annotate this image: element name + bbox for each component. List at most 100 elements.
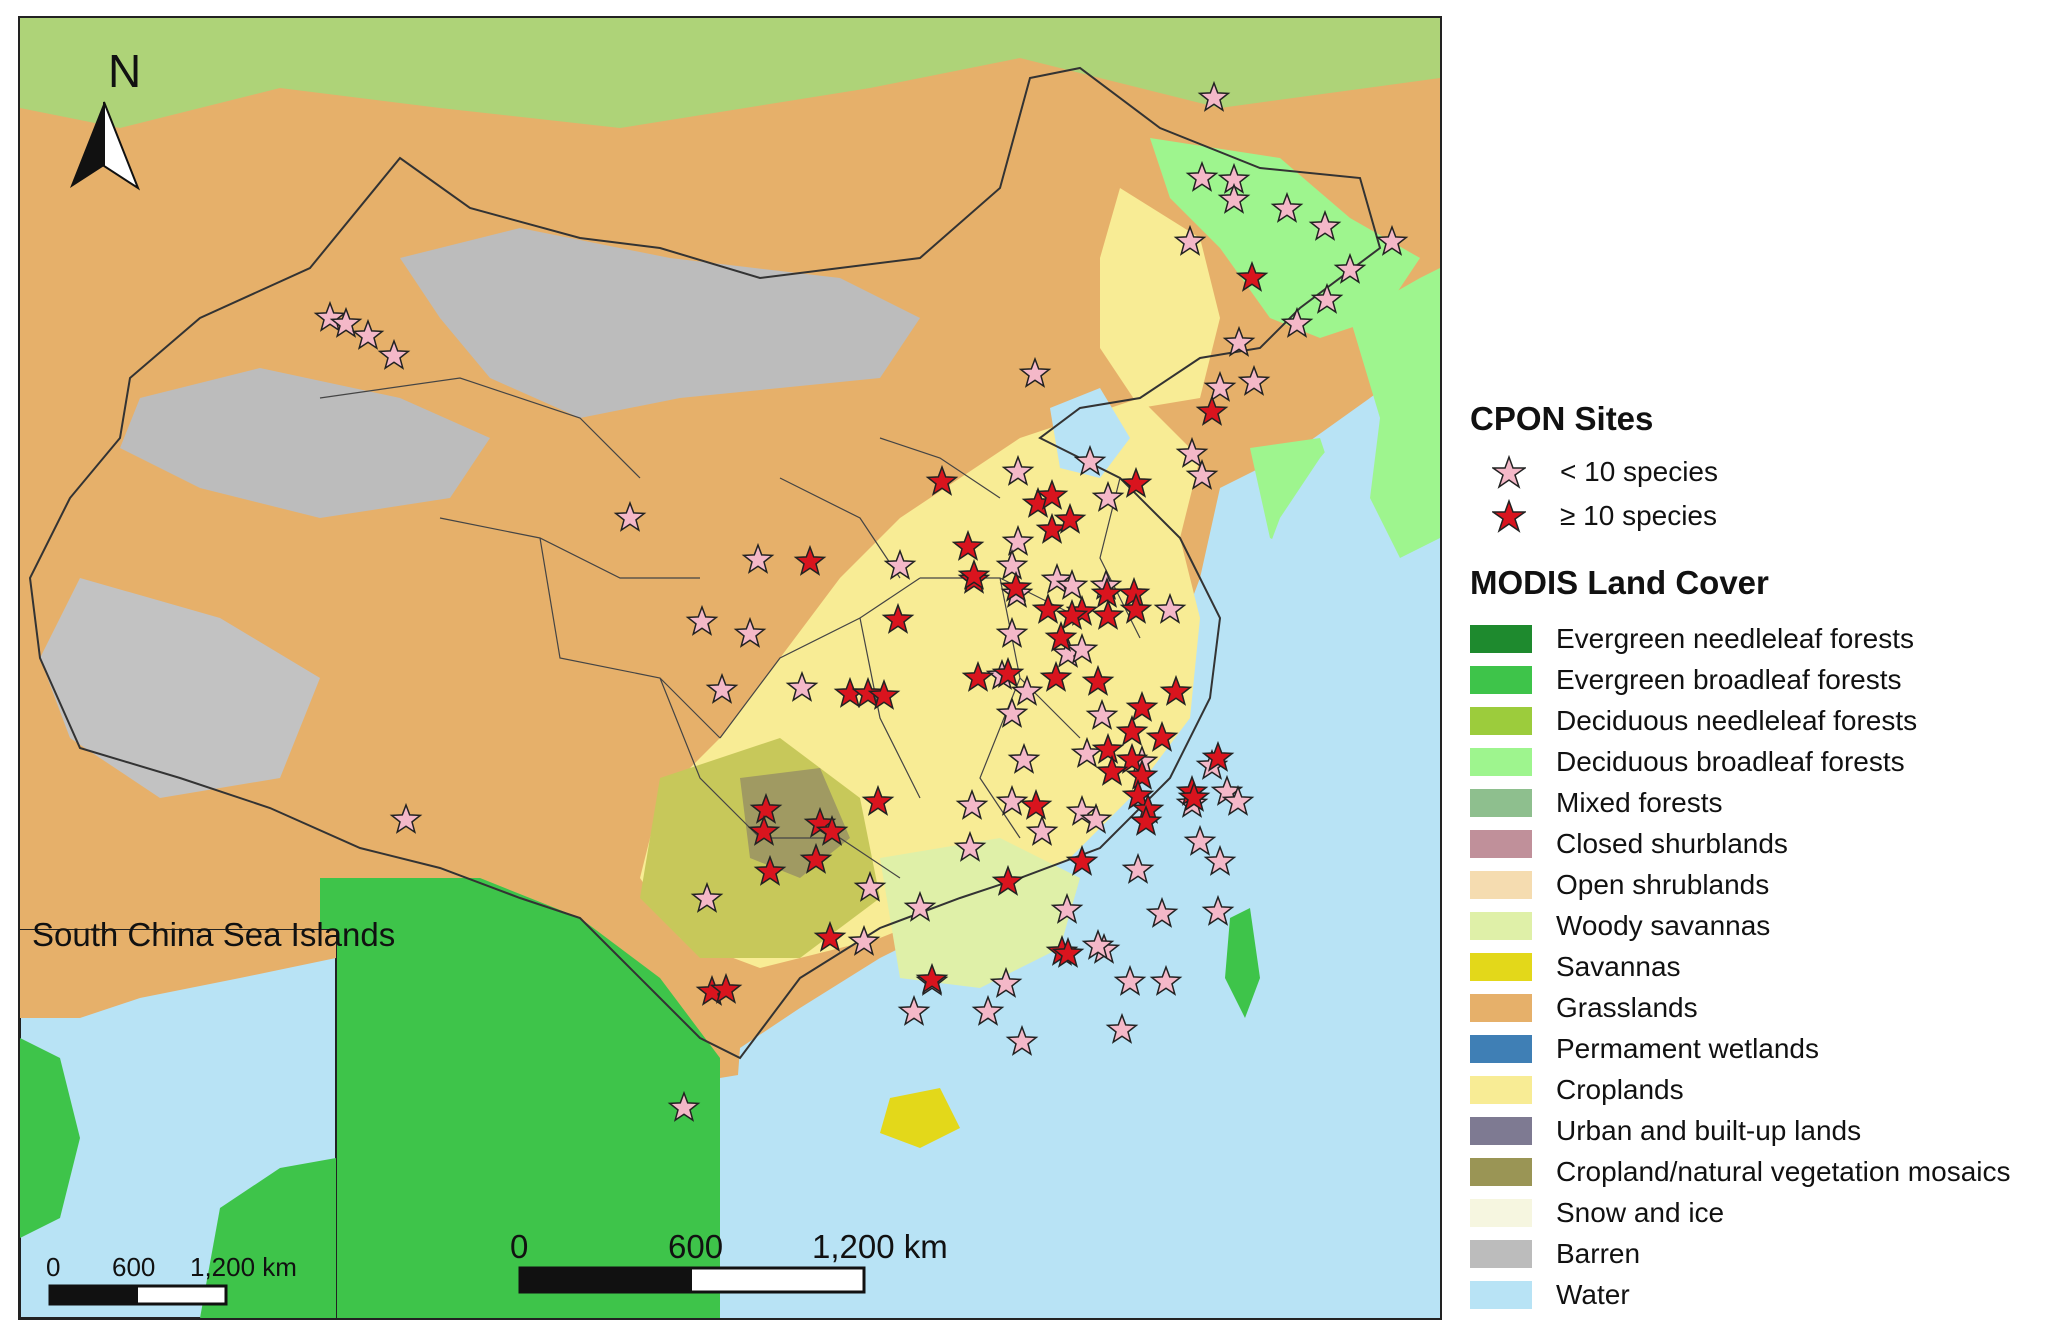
site-marker-low-species[interactable]: [351, 318, 385, 350]
site-marker-low-species[interactable]: [995, 548, 1029, 580]
site-marker-high-species[interactable]: [925, 464, 959, 496]
site-marker-high-species[interactable]: [1177, 780, 1211, 812]
site-marker-low-species[interactable]: [1175, 436, 1209, 468]
site-marker-high-species[interactable]: [1051, 936, 1085, 968]
site-marker-low-species[interactable]: [1001, 524, 1035, 556]
site-marker-high-species[interactable]: [1095, 754, 1129, 786]
site-marker-low-species[interactable]: [1183, 824, 1217, 856]
site-marker-low-species[interactable]: [1237, 364, 1271, 396]
site-marker-low-species[interactable]: [1173, 224, 1207, 256]
site-marker-high-species[interactable]: [1053, 502, 1087, 534]
site-marker-low-species[interactable]: [1105, 1012, 1139, 1044]
site-marker-high-species[interactable]: [709, 972, 743, 1004]
site-marker-low-species[interactable]: [883, 548, 917, 580]
site-marker-low-species[interactable]: [1145, 896, 1179, 928]
site-marker-low-species[interactable]: [1073, 444, 1107, 476]
site-marker-high-species[interactable]: [1039, 660, 1073, 692]
site-marker-low-species[interactable]: [847, 924, 881, 956]
site-marker-high-species[interactable]: [1121, 778, 1155, 810]
site-marker-high-species[interactable]: [749, 792, 783, 824]
site-marker-low-species[interactable]: [1203, 370, 1237, 402]
site-marker-low-species[interactable]: [995, 696, 1029, 728]
site-marker-low-species[interactable]: [1149, 964, 1183, 996]
site-marker-low-species[interactable]: [1121, 852, 1155, 884]
site-marker-low-species[interactable]: [705, 672, 739, 704]
site-marker-high-species[interactable]: [1119, 592, 1153, 624]
site-marker-low-species[interactable]: [1085, 698, 1119, 730]
site-marker-high-species[interactable]: [753, 854, 787, 886]
site-marker-high-species[interactable]: [1090, 576, 1124, 608]
site-marker-high-species[interactable]: [1235, 260, 1269, 292]
site-marker-low-species[interactable]: [1185, 458, 1219, 490]
site-marker-high-species[interactable]: [799, 842, 833, 874]
site-marker-low-species[interactable]: [1113, 964, 1147, 996]
site-marker-low-species[interactable]: [785, 670, 819, 702]
site-marker-high-species[interactable]: [813, 920, 847, 952]
site-marker-high-species[interactable]: [1115, 742, 1149, 774]
site-marker-high-species[interactable]: [881, 602, 915, 634]
site-marker-high-species[interactable]: [1055, 598, 1089, 630]
site-marker-high-species[interactable]: [793, 544, 827, 576]
site-marker-high-species[interactable]: [999, 570, 1033, 602]
site-marker-low-species[interactable]: [329, 306, 363, 338]
site-marker-low-species[interactable]: [1197, 80, 1231, 112]
site-marker-low-species[interactable]: [853, 870, 887, 902]
site-marker-low-species[interactable]: [1065, 632, 1099, 664]
site-marker-high-species[interactable]: [915, 962, 949, 994]
site-marker-low-species[interactable]: [1055, 568, 1089, 600]
site-marker-high-species[interactable]: [991, 656, 1025, 688]
site-marker-high-species[interactable]: [1145, 720, 1179, 752]
site-marker-low-species[interactable]: [685, 604, 719, 636]
site-marker-low-species[interactable]: [1203, 844, 1237, 876]
site-marker-low-species[interactable]: [1091, 480, 1125, 512]
site-marker-high-species[interactable]: [1125, 690, 1159, 722]
site-marker-high-species[interactable]: [1044, 620, 1078, 652]
site-marker-low-species[interactable]: [1040, 562, 1074, 594]
site-marker-high-species[interactable]: [1159, 674, 1193, 706]
site-marker-low-species[interactable]: [1005, 1024, 1039, 1056]
site-marker-low-species[interactable]: [1333, 252, 1367, 284]
site-marker-low-species[interactable]: [1007, 742, 1041, 774]
site-marker-low-species[interactable]: [733, 616, 767, 648]
site-marker-low-species[interactable]: [1310, 282, 1344, 314]
site-marker-high-species[interactable]: [1065, 844, 1099, 876]
site-marker-high-species[interactable]: [961, 660, 995, 692]
site-marker-high-species[interactable]: [747, 814, 781, 846]
site-marker-high-species[interactable]: [951, 529, 985, 561]
site-marker-low-species[interactable]: [1270, 191, 1304, 223]
site-marker-low-species[interactable]: [1018, 356, 1052, 388]
site-marker-low-species[interactable]: [953, 830, 987, 862]
site-marker-high-species[interactable]: [851, 676, 885, 708]
site-marker-low-species[interactable]: [1081, 928, 1115, 960]
site-marker-low-species[interactable]: [1153, 592, 1187, 624]
site-marker-high-species[interactable]: [1081, 664, 1115, 696]
site-marker-high-species[interactable]: [1031, 592, 1065, 624]
site-marker-low-species[interactable]: [1221, 784, 1255, 816]
site-marker-high-species[interactable]: [1019, 788, 1053, 820]
site-marker-low-species[interactable]: [377, 338, 411, 370]
site-marker-low-species[interactable]: [1050, 892, 1084, 924]
site-marker-low-species[interactable]: [1222, 325, 1256, 357]
site-marker-low-species[interactable]: [1280, 306, 1314, 338]
site-marker-low-species[interactable]: [989, 966, 1023, 998]
site-marker-low-species[interactable]: [995, 784, 1029, 816]
site-marker-high-species[interactable]: [1035, 478, 1069, 510]
site-marker-low-species[interactable]: [313, 300, 347, 332]
site-marker-low-species[interactable]: [1010, 674, 1044, 706]
site-marker-low-species[interactable]: [1217, 182, 1251, 214]
site-marker-low-species[interactable]: [1201, 894, 1235, 926]
site-marker-high-species[interactable]: [867, 678, 901, 710]
site-marker-high-species[interactable]: [1129, 804, 1163, 836]
site-marker-low-species[interactable]: [1079, 802, 1113, 834]
site-marker-low-species[interactable]: [1025, 814, 1059, 846]
site-marker-low-species[interactable]: [1185, 160, 1219, 192]
site-marker-high-species[interactable]: [815, 814, 849, 846]
site-marker-low-species[interactable]: [741, 542, 775, 574]
site-marker-high-species[interactable]: [1119, 466, 1153, 498]
map-frame[interactable]: N South China Sea Islands 0 600 1,200 km…: [18, 16, 1442, 1320]
site-marker-low-species[interactable]: [995, 616, 1029, 648]
site-marker-low-species[interactable]: [667, 1090, 701, 1122]
site-marker-low-species[interactable]: [1001, 454, 1035, 486]
site-marker-high-species[interactable]: [1115, 714, 1149, 746]
site-marker-low-species[interactable]: [690, 881, 724, 913]
